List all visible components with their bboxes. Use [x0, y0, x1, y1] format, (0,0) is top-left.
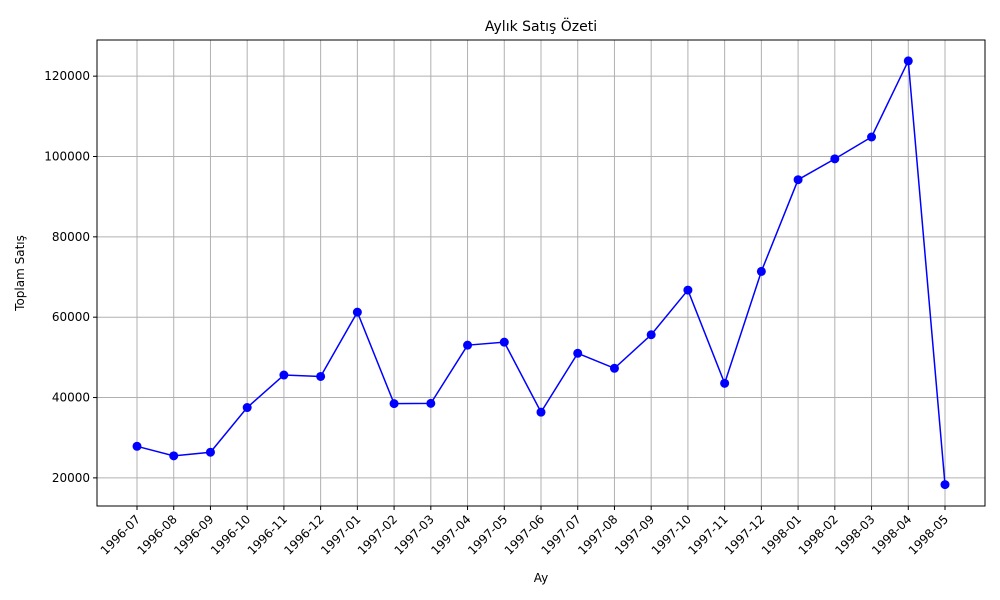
y-tick-label: 120000: [44, 69, 90, 83]
data-point: [279, 370, 289, 380]
y-tick-label: 20000: [52, 471, 90, 485]
data-point: [830, 154, 840, 164]
data-point: [536, 407, 546, 417]
series-line: [132, 56, 950, 490]
y-axis-label: Toplam Satış: [13, 235, 27, 312]
data-point: [903, 56, 913, 66]
data-point: [756, 266, 766, 276]
data-point: [426, 398, 436, 408]
data-point: [352, 307, 362, 317]
y-tick-label: 40000: [52, 391, 90, 405]
y-tick-label: 80000: [52, 230, 90, 244]
y-tick-label: 60000: [52, 310, 90, 324]
data-point: [499, 337, 509, 347]
data-point: [132, 441, 142, 451]
data-point: [573, 348, 583, 358]
data-point: [720, 378, 730, 388]
data-point: [316, 371, 326, 381]
data-point: [867, 132, 877, 142]
data-point: [242, 403, 252, 413]
data-point: [463, 340, 473, 350]
data-point: [609, 363, 619, 373]
data-point: [646, 330, 656, 340]
data-point: [683, 285, 693, 295]
data-point: [205, 447, 215, 457]
x-axis-label: Ay: [534, 571, 549, 585]
data-point: [940, 480, 950, 490]
data-point: [793, 175, 803, 185]
y-axis: 20000 40000 60000 80000 100000 120000: [44, 69, 97, 485]
data-point: [389, 399, 399, 409]
y-tick-label: 100000: [44, 150, 90, 164]
data-point: [169, 451, 179, 461]
chart-title: Aylık Satış Özeti: [485, 17, 597, 35]
